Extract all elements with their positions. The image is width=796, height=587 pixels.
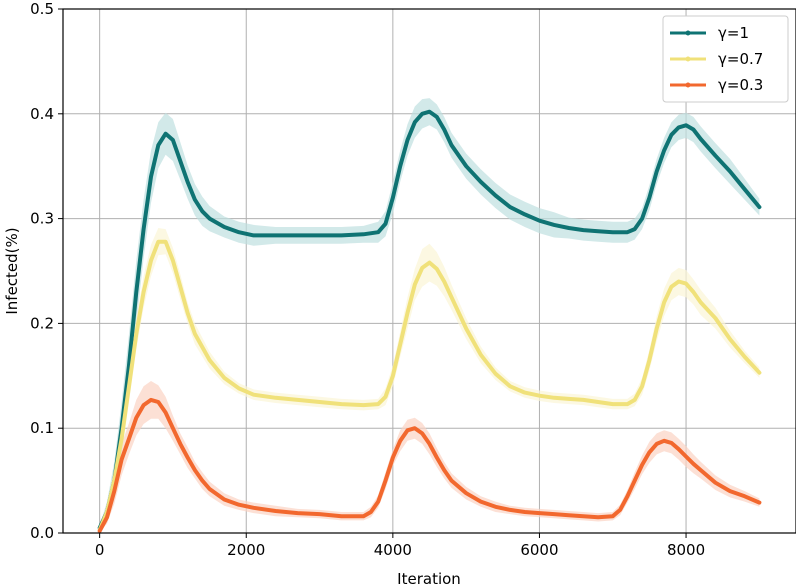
- y-tick-label: 0.0: [30, 524, 54, 542]
- legend-marker-2: [685, 82, 691, 88]
- x-tick-label: 4000: [374, 541, 412, 559]
- y-axis-ticks: 0.0 0.1 0.2 0.3 0.4 0.5: [30, 0, 63, 542]
- y-tick-label: 0.3: [30, 210, 54, 228]
- confidence-bands: [99, 98, 760, 532]
- series-band-1: [99, 228, 760, 532]
- legend-label-1: γ=0.7: [718, 50, 763, 68]
- y-tick-label: 0.2: [30, 314, 54, 332]
- series-line-0: [97, 109, 762, 530]
- x-axis-label: Iteration: [397, 570, 461, 587]
- legend-marker-0: [685, 30, 691, 36]
- x-tick-label: 6000: [520, 541, 558, 559]
- series-band-0: [99, 98, 760, 530]
- y-tick-label: 0.1: [30, 419, 54, 437]
- y-tick-label: 0.4: [30, 105, 54, 123]
- y-tick-label: 0.5: [30, 0, 54, 18]
- series-band-2: [99, 381, 760, 532]
- series-lines: [97, 109, 762, 533]
- y-axis-label: Infected(%): [3, 227, 21, 314]
- legend-label-2: γ=0.3: [718, 76, 763, 94]
- series-line-1: [97, 239, 762, 532]
- legend-box: [662, 15, 789, 103]
- plot-frame: [62, 8, 796, 534]
- x-axis-ticks: 0 2000 4000 6000 8000: [95, 533, 705, 559]
- legend: γ=1 γ=0.7 γ=0.3: [662, 15, 789, 103]
- x-tick-label: 0: [95, 541, 105, 559]
- legend-marker-1: [685, 56, 691, 62]
- series-line-2: [97, 397, 762, 533]
- x-tick-label: 8000: [667, 541, 705, 559]
- x-tick-label: 2000: [227, 541, 265, 559]
- legend-label-0: γ=1: [718, 24, 749, 42]
